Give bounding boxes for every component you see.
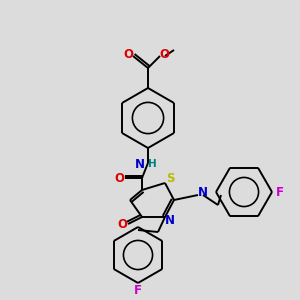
Text: F: F	[134, 284, 142, 298]
Text: N: N	[135, 158, 145, 170]
Text: O: O	[117, 218, 127, 232]
Text: N: N	[198, 185, 208, 199]
Text: O: O	[123, 49, 133, 62]
Text: S: S	[166, 172, 174, 185]
Text: N: N	[165, 214, 175, 226]
Text: H: H	[148, 159, 156, 169]
Text: O: O	[159, 49, 169, 62]
Text: F: F	[276, 185, 284, 199]
Text: O: O	[114, 172, 124, 184]
